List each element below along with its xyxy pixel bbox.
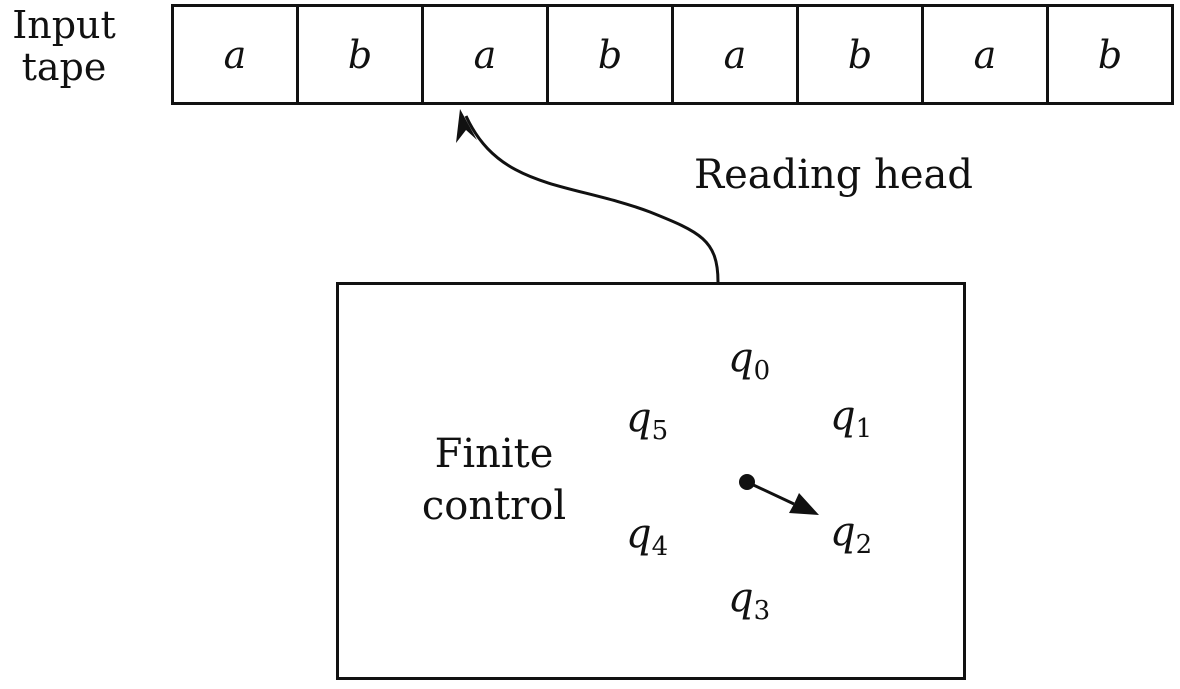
- input-tape: a b a b a b a b: [171, 4, 1174, 105]
- input-tape-label: Input tape: [4, 4, 124, 88]
- reading-head-label: Reading head: [694, 152, 974, 198]
- finite-control-label: Finite control: [404, 428, 584, 532]
- tape-cell-3: a: [424, 7, 549, 102]
- tape-cell-4: b: [549, 7, 674, 102]
- reading-head-arrow: [464, 115, 720, 283]
- reading-head-arrowhead: [456, 109, 477, 143]
- finite-control-label-line2: control: [421, 483, 567, 529]
- finite-control-label-line1: Finite: [434, 431, 554, 477]
- state-q4: q4: [626, 511, 669, 562]
- state-q5: q5: [626, 395, 669, 446]
- input-tape-label-line2: tape: [21, 45, 107, 89]
- state-q1: q1: [830, 393, 873, 444]
- tape-cell-7: a: [924, 7, 1049, 102]
- state-q3: q3: [728, 575, 771, 626]
- tape-cell-2: b: [299, 7, 424, 102]
- tape-cell-1: a: [174, 7, 299, 102]
- tape-cell-5: a: [674, 7, 799, 102]
- tape-cell-6: b: [799, 7, 924, 102]
- state-q2: q2: [830, 509, 873, 560]
- finite-control-box: [336, 282, 966, 680]
- input-tape-label-line1: Input: [12, 3, 116, 47]
- tape-cell-8: b: [1097, 32, 1123, 77]
- state-q0: q0: [728, 335, 771, 386]
